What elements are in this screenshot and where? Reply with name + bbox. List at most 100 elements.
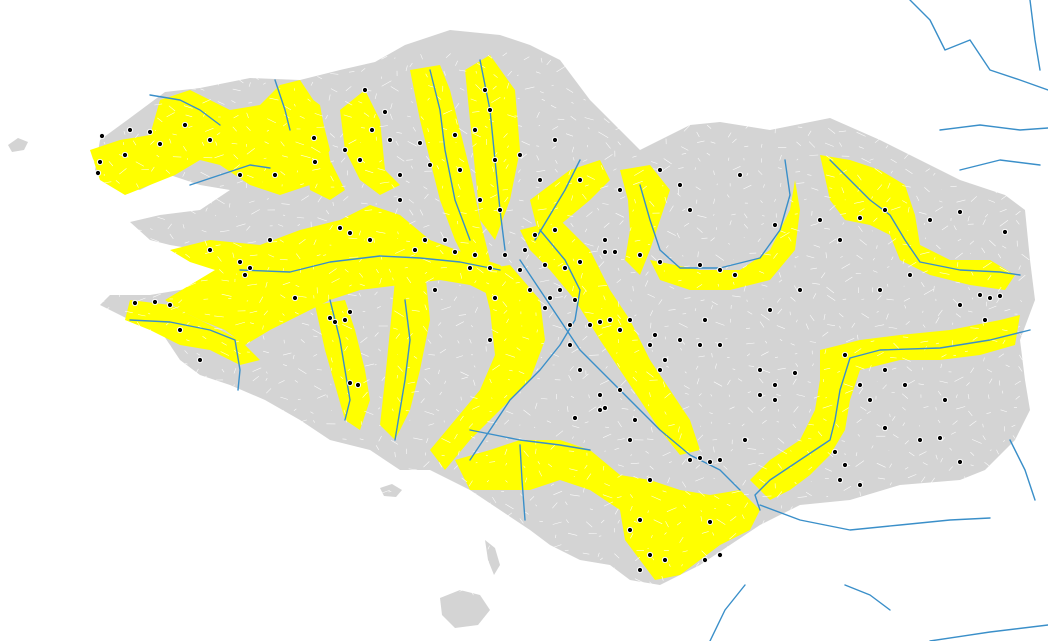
corridor-ellé [315, 300, 370, 430]
observation-point [356, 156, 364, 164]
observation-point [181, 121, 189, 129]
corridor-aulne [165, 205, 520, 345]
corridor-blavet-north [410, 65, 490, 270]
river-mayenne [909, 0, 1048, 91]
observation-point [791, 369, 799, 377]
observation-point [956, 301, 964, 309]
observation-point [771, 221, 779, 229]
river-elorn [189, 164, 271, 186]
observation-point [551, 226, 559, 234]
observation-point [956, 458, 964, 466]
observation-point [876, 286, 884, 294]
observation-point [441, 236, 449, 244]
observation-point [481, 86, 489, 94]
observation-point [716, 266, 724, 274]
corridor-scorff [380, 270, 430, 440]
river-rance [534, 159, 581, 241]
observation-point [236, 258, 244, 266]
observation-point [676, 336, 684, 344]
observation-point [451, 248, 459, 256]
peninsula-quiberon [485, 540, 500, 575]
observation-point [366, 236, 374, 244]
river-leguer [429, 69, 471, 241]
observation-point [881, 366, 889, 374]
corridor-vilaine [750, 315, 1020, 500]
observation-point [541, 304, 549, 312]
observation-point [906, 271, 914, 279]
observation-point [696, 454, 704, 462]
river-southeast-2 [709, 584, 746, 641]
observation-point [196, 356, 204, 364]
observation-point [866, 396, 874, 404]
river-south-blavet [519, 444, 526, 521]
observation-point [716, 551, 724, 559]
observation-point [526, 286, 534, 294]
river-southeast-3 [929, 624, 1048, 641]
commune-border-lines [84, 50, 1030, 600]
corridor-odet [125, 300, 260, 365]
observation-point [611, 248, 619, 256]
observation-point [646, 551, 654, 559]
observation-point [346, 308, 354, 316]
observation-point [831, 448, 839, 456]
observation-point [741, 436, 749, 444]
observation-point [561, 264, 569, 272]
observation-point [576, 176, 584, 184]
observation-point [166, 301, 174, 309]
observation-point [676, 181, 684, 189]
observation-point [576, 366, 584, 374]
observation-point [646, 476, 654, 484]
observation-point [396, 171, 404, 179]
observation-point [466, 264, 474, 272]
observation-point [841, 461, 849, 469]
observation-point [836, 236, 844, 244]
river-scorff [394, 299, 411, 441]
observation-point [656, 166, 664, 174]
observation-point [121, 151, 129, 159]
observation-point [396, 196, 404, 204]
observation-point [271, 171, 279, 179]
observation-point [976, 291, 984, 299]
observation-point [241, 271, 249, 279]
observation-point [796, 286, 804, 294]
observation-point [596, 318, 604, 326]
observation-point [766, 306, 774, 314]
observation-point [941, 396, 949, 404]
observation-point [996, 292, 1004, 300]
observation-point [586, 321, 594, 329]
river-aulne [239, 255, 501, 273]
corridor-gouet [620, 165, 670, 275]
observation-point [571, 414, 579, 422]
observation-point [516, 151, 524, 159]
observation-point [491, 294, 499, 302]
observation-point [706, 518, 714, 526]
observation-point [856, 214, 864, 222]
observation-point [146, 128, 154, 136]
river-loire [759, 504, 991, 531]
observation-point [98, 132, 106, 140]
observation-point [696, 261, 704, 269]
observation-point [416, 139, 424, 147]
observation-point [368, 126, 376, 134]
observation-point [756, 391, 764, 399]
observation-point [206, 246, 214, 254]
observation-point [354, 381, 362, 389]
river-southeast [844, 584, 891, 611]
observation-point [236, 171, 244, 179]
river-northeast [939, 124, 1048, 131]
observation-point [486, 264, 494, 272]
observation-point [596, 406, 604, 414]
observation-point [731, 271, 739, 279]
observation-point [661, 556, 669, 564]
observation-point [636, 251, 644, 259]
observation-point [471, 126, 479, 134]
observation-point [96, 158, 104, 166]
observation-point [341, 316, 349, 324]
corridor-rance [530, 160, 610, 240]
observation-point [156, 140, 164, 148]
observation-point [456, 166, 464, 174]
observation-point [616, 186, 624, 194]
commune-borders [84, 50, 1030, 600]
river-north-west [149, 94, 221, 126]
corridor-arguenon [650, 180, 800, 290]
